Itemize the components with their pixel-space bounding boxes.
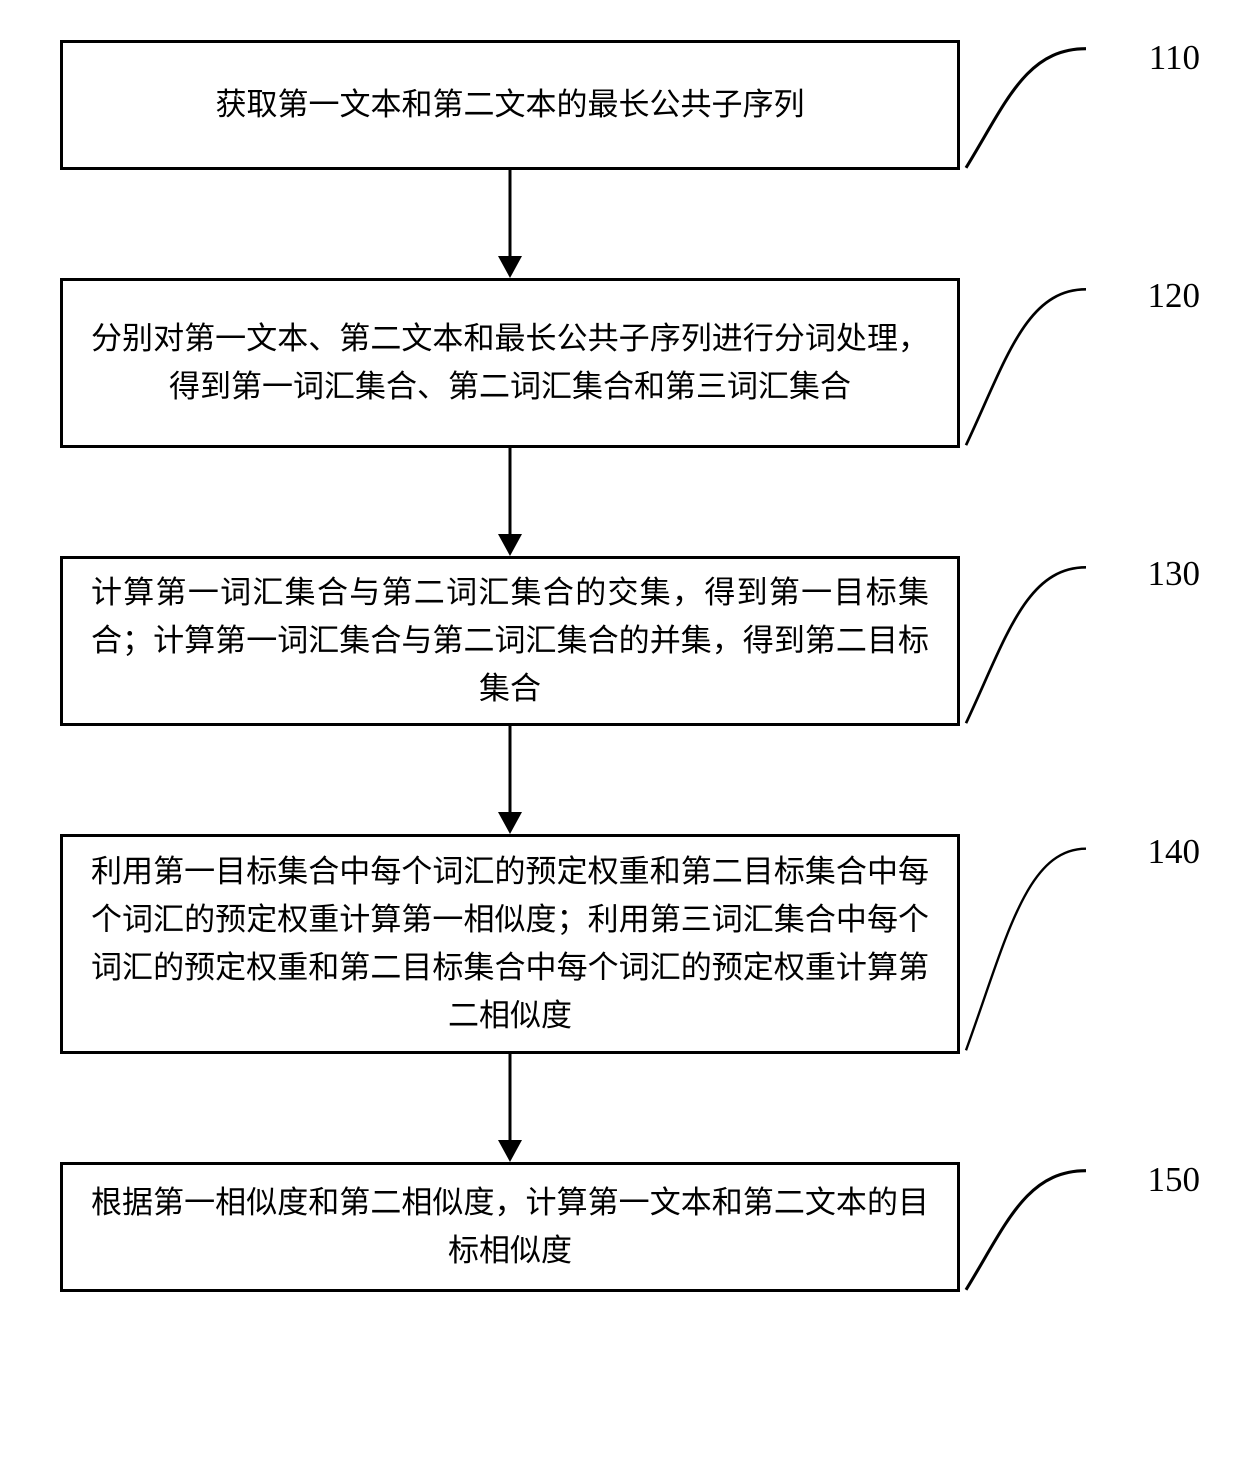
flow-arrow: [60, 726, 960, 834]
flow-step-130: 计算第一词汇集合与第二词汇集合的交集，得到第一目标集合；计算第一词汇集合与第二词…: [60, 556, 1180, 726]
flow-arrow: [60, 170, 960, 278]
flow-step-120: 分别对第一文本、第二文本和最长公共子序列进行分词处理，得到第一词汇集合、第二词汇…: [60, 278, 1180, 448]
flow-arrow: [60, 448, 960, 556]
step-label: 140: [1148, 832, 1201, 872]
flow-step-140: 利用第一目标集合中每个词汇的预定权重和第二目标集合中每个词汇的预定权重计算第一相…: [60, 834, 1180, 1054]
step-label: 130: [1148, 554, 1201, 594]
step-box: 分别对第一文本、第二文本和最长公共子序列进行分词处理，得到第一词汇集合、第二词汇…: [60, 278, 960, 448]
step-box: 获取第一文本和第二文本的最长公共子序列: [60, 40, 960, 170]
flow-step-110: 获取第一文本和第二文本的最长公共子序列110: [60, 40, 1180, 170]
step-box: 根据第一相似度和第二相似度，计算第一文本和第二文本的目标相似度: [60, 1162, 960, 1292]
step-box: 利用第一目标集合中每个词汇的预定权重和第二目标集合中每个词汇的预定权重计算第一相…: [60, 834, 960, 1054]
step-text: 获取第一文本和第二文本的最长公共子序列: [91, 81, 929, 129]
step-text: 计算第一词汇集合与第二词汇集合的交集，得到第一目标集合；计算第一词汇集合与第二词…: [91, 569, 929, 713]
step-label: 150: [1148, 1160, 1201, 1200]
step-leader-curve: [960, 40, 1180, 170]
flow-step-150: 根据第一相似度和第二相似度，计算第一文本和第二文本的目标相似度150: [60, 1162, 1180, 1292]
step-box: 计算第一词汇集合与第二词汇集合的交集，得到第一目标集合；计算第一词汇集合与第二词…: [60, 556, 960, 726]
step-text: 分别对第一文本、第二文本和最长公共子序列进行分词处理，得到第一词汇集合、第二词汇…: [91, 315, 929, 411]
step-label: 110: [1149, 38, 1200, 78]
flow-arrow: [60, 1054, 960, 1162]
flowchart-container: 获取第一文本和第二文本的最长公共子序列110 分别对第一文本、第二文本和最长公共子…: [60, 40, 1180, 1292]
step-text: 利用第一目标集合中每个词汇的预定权重和第二目标集合中每个词汇的预定权重计算第一相…: [91, 848, 929, 1040]
step-label: 120: [1148, 276, 1201, 316]
step-text: 根据第一相似度和第二相似度，计算第一文本和第二文本的目标相似度: [91, 1179, 929, 1275]
